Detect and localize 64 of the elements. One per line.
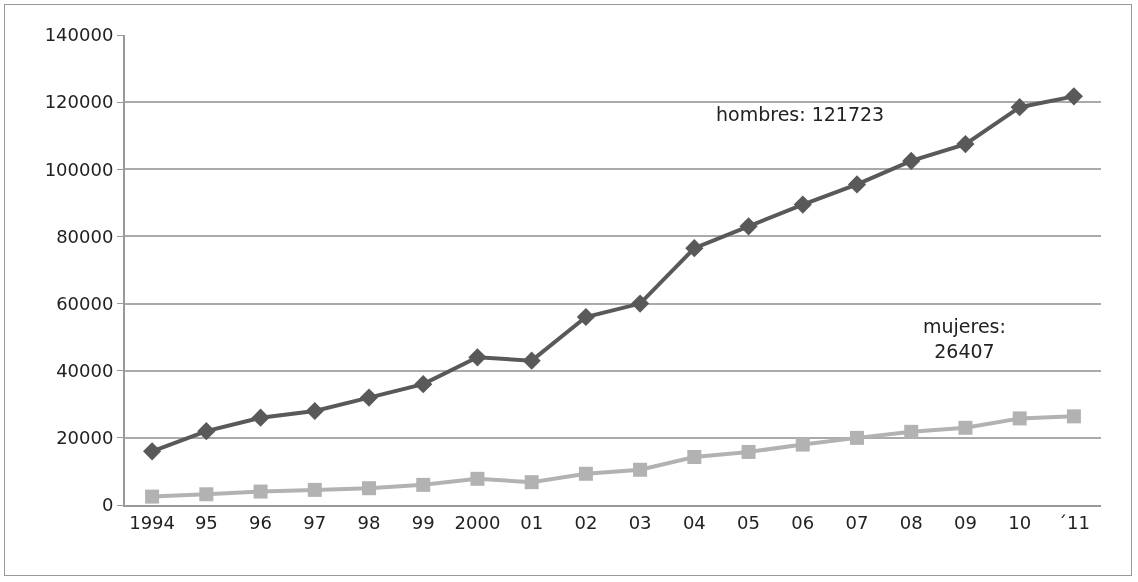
y-tick-label: 140000 [44, 24, 114, 46]
x-tick-label: 06 [791, 511, 815, 533]
point [902, 151, 921, 170]
x-tick-label: 96 [249, 511, 273, 533]
point [795, 437, 810, 452]
point [685, 239, 704, 258]
x-tick-label: 95 [194, 511, 218, 533]
x-tick-label: 01 [520, 511, 544, 533]
point [197, 422, 216, 441]
point [362, 481, 376, 496]
x-tick-label: 98 [357, 511, 381, 533]
point [524, 475, 539, 490]
y-tick-label: 0 [101, 494, 114, 516]
point [1064, 87, 1083, 106]
point [307, 482, 322, 497]
point [1012, 411, 1027, 426]
point [251, 408, 270, 427]
point [414, 375, 433, 394]
annotation: mujeres: 26407 [923, 315, 1006, 362]
point [470, 471, 485, 486]
annotation: hombres: 121723 [716, 103, 885, 125]
point [576, 307, 595, 327]
x-tick-label: 05 [737, 511, 761, 533]
point [578, 466, 593, 481]
x-tick-label: 03 [628, 511, 652, 533]
point [687, 449, 702, 464]
y-tick-label: 20000 [56, 427, 114, 449]
x-tick-label: 97 [303, 511, 327, 533]
point [199, 487, 214, 502]
point [793, 195, 812, 214]
x-tick-label: 02 [574, 511, 598, 533]
point [631, 294, 650, 313]
x-tick-label: 09 [953, 511, 977, 533]
point [359, 388, 379, 407]
x-tick-label: 1994 [129, 511, 176, 533]
x-tick-label: 08 [899, 511, 923, 533]
point [958, 420, 973, 435]
x-tick-label: 07 [845, 511, 869, 533]
y-tick-label: 60000 [56, 292, 114, 314]
x-tick-label: 04 [682, 511, 706, 533]
point [847, 175, 867, 194]
point [522, 351, 541, 370]
point [145, 489, 160, 504]
x-tick-label: ´11 [1057, 511, 1090, 533]
point [904, 424, 919, 439]
point [850, 430, 864, 445]
point [633, 462, 648, 477]
x-tick-label: 10 [1008, 511, 1032, 533]
point [143, 442, 162, 461]
point [1066, 409, 1081, 424]
point [956, 135, 975, 154]
point [739, 217, 758, 236]
point [741, 444, 756, 459]
point [468, 348, 487, 367]
y-tick-label: 80000 [56, 225, 114, 247]
y-tick-label: 120000 [44, 91, 114, 113]
point [253, 484, 268, 499]
x-tick-label: 99 [411, 511, 435, 533]
y-tick-label: 40000 [56, 360, 114, 382]
point [305, 401, 324, 421]
point [416, 477, 431, 492]
x-tick-label: 2000 [454, 511, 501, 533]
point [1010, 98, 1029, 117]
y-tick-label: 100000 [44, 158, 114, 180]
